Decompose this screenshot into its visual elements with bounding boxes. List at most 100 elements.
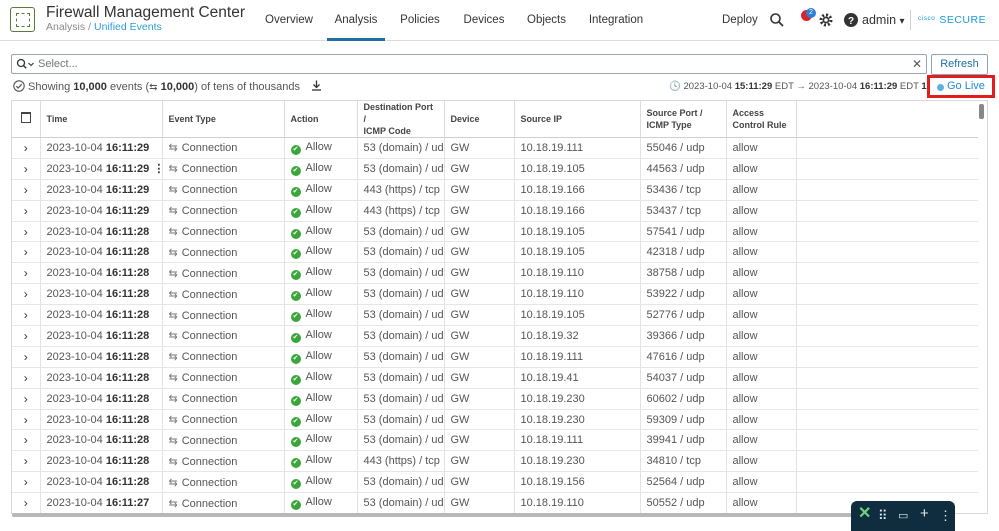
chevron-right-icon[interactable]: › [12, 137, 41, 159]
table-row[interactable]: › 2023-10-04 16:11:28 ⇆ Connection ✔ Allow 53… [12, 241, 978, 264]
download-icon[interactable] [311, 80, 322, 91]
table-row[interactable]: › 2023-10-04 16:11:29 ⇆ Connection ✔ Allow 44… [12, 200, 978, 222]
table-row[interactable]: › 2023-10-04 16:11:28 ⇆ Connection ✔ Allow 53… [12, 429, 978, 452]
cell-source-port: 52776 / udp [640, 304, 727, 327]
table-row[interactable]: › 2023-10-04 16:11:28 ⇆ Connection ✔ Allow 53… [12, 409, 978, 431]
chevron-right-icon[interactable]: › [12, 346, 41, 368]
time-range[interactable]: 🕓 2023-10-04 15:11:29 EDT → 2023-10-04 1… [669, 80, 933, 94]
cell-date: 2023-10-04 [46, 455, 103, 468]
cell-time: 2023-10-04 16:11:28 [40, 221, 163, 243]
event-filter-bar[interactable]: ✕ [11, 54, 927, 74]
cell-access-rule: allow [726, 283, 797, 306]
column-time[interactable]: Time [40, 101, 163, 138]
nav-policies[interactable]: Policies [400, 14, 440, 26]
cell-clock: 16:11:28 [105, 413, 150, 426]
events-word: events ( [109, 81, 150, 93]
close-icon[interactable]: ✕ [911, 57, 922, 71]
column-device[interactable]: Device [444, 101, 515, 138]
cell-destination-port: 443 (https) / tcp [357, 450, 445, 473]
search-icon[interactable] [16, 58, 34, 70]
column-access-rule[interactable]: Access Control Rule [726, 101, 797, 138]
go-live-button[interactable]: Go Live [927, 75, 995, 98]
chevron-right-icon[interactable]: › [12, 388, 41, 410]
table-row[interactable]: ›2023-10-04 16:11:29 ⋮⇆Connection✔Allow5… [12, 158, 978, 180]
allow-check-icon: ✔ [290, 270, 301, 281]
column-picker[interactable] [12, 101, 41, 138]
table-row[interactable]: › 2023-10-04 16:11:28 ⇆ Connection ✔ Allow 53… [12, 471, 978, 494]
cell-action: ✔ Allow [284, 409, 358, 431]
search-input[interactable] [38, 57, 898, 71]
chevron-right-icon[interactable]: › [12, 221, 41, 243]
chevron-right-icon[interactable]: › [12, 429, 41, 452]
cell-time: 2023-10-04 16:11:27 [40, 492, 163, 513]
cell-access-rule: allow [726, 388, 797, 410]
column-action[interactable]: Action [284, 101, 358, 138]
chevron-right-icon[interactable]: › [12, 325, 41, 347]
event-type-text: Connection [181, 351, 238, 364]
cell-destination-port: 53 (domain) / udp [357, 304, 445, 327]
connection-arrows-icon: ⇆ [168, 246, 178, 259]
kebab-menu-icon[interactable]: ⋮ [153, 163, 161, 175]
table-row[interactable]: › 2023-10-04 16:11:28 ⇆ Connection ✔ Allow 53… [12, 262, 978, 285]
nav-overview[interactable]: Overview [265, 14, 313, 26]
chevron-right-icon[interactable]: › [12, 304, 41, 327]
chevron-right-icon[interactable]: › [12, 200, 41, 222]
table-row[interactable]: › 2023-10-04 16:11:28 ⇆ Connection ✔ Allow 53… [12, 325, 978, 347]
horizontal-scrollbar[interactable] [12, 513, 932, 517]
breadcrumb-current[interactable]: Unified Events [94, 21, 162, 33]
cell-clock: 16:11:29 [105, 204, 150, 217]
table-row[interactable]: › 2023-10-04 16:11:29 ⇆ Connection ✔ Allow 53… [12, 137, 978, 159]
chevron-right-icon[interactable]: › [12, 283, 41, 306]
table-row[interactable]: › 2023-10-04 16:11:27 ⇆ Connection ✔ Allow 53… [12, 492, 978, 513]
apps-grid-icon[interactable]: ⠿ [878, 508, 888, 523]
cell-source-ip: 10.18.19.111 [514, 346, 641, 368]
table-row[interactable]: › 2023-10-04 16:11:28 ⇆ Connection ✔ Allow 53… [12, 388, 978, 410]
column-source-ip[interactable]: Source IP [514, 101, 641, 138]
chevron-right-icon[interactable]: › [12, 179, 41, 201]
nav-devices[interactable]: Devices [463, 14, 505, 26]
chevron-down-icon: ▾ [899, 16, 905, 27]
breadcrumb-parent[interactable]: Analysis [46, 21, 86, 33]
allow-check-icon: ✔ [290, 249, 301, 260]
chevron-right-icon[interactable]: › [12, 492, 41, 513]
window-icon[interactable]: ▭ [898, 510, 909, 522]
column-destination-port[interactable]: Destination Port / ICMP Code [357, 101, 445, 138]
nav-integration[interactable]: Integration [588, 14, 644, 26]
refresh-button[interactable]: Refresh [931, 54, 988, 75]
table-row[interactable]: › 2023-10-04 16:11:28 ⇆ Connection ✔ Allow 53… [12, 346, 978, 368]
table-row[interactable]: › 2023-10-04 16:11:28 ⇆ Connection ✔ Allow 53… [12, 367, 978, 389]
cell-event-type: ⇆ Connection [162, 200, 285, 222]
table-row[interactable]: › 2023-10-04 16:11:28 ⇆ Connection ✔ Allow 53… [12, 304, 978, 327]
table-row[interactable]: › 2023-10-04 16:11:28 ⇆ Connection ✔ Allow 53… [12, 221, 978, 243]
user-menu[interactable]: admin ▾ [862, 0, 905, 41]
chevron-right-icon[interactable]: › [12, 262, 41, 285]
column-picker-icon[interactable] [20, 112, 31, 123]
gear-icon[interactable] [818, 12, 834, 28]
cell-device: GW [444, 241, 515, 264]
deploy-button[interactable]: Deploy [722, 14, 758, 26]
cisco-x-icon[interactable]: ✕ [858, 505, 872, 522]
cell-access-rule: allow [726, 471, 797, 494]
column-source-port[interactable]: Source Port / ICMP Type [640, 101, 727, 138]
vertical-scrollbar[interactable] [979, 104, 984, 119]
column-event-type[interactable]: Event Type [162, 101, 285, 138]
kebab-menu-icon[interactable]: ⋮ [939, 508, 952, 523]
chevron-right-icon[interactable]: › [12, 450, 41, 473]
plus-icon[interactable]: + [920, 505, 929, 522]
table-row[interactable]: › 2023-10-04 16:11:28 ⇆ Connection ✔ Allow 53… [12, 283, 978, 306]
chevron-right-icon[interactable]: › [12, 158, 41, 180]
chevron-right-icon[interactable]: › [12, 471, 41, 494]
help-icon[interactable]: ? [843, 12, 859, 28]
connection-arrows-icon: ⇆ [168, 393, 178, 406]
nav-analysis[interactable]: Analysis [327, 0, 385, 41]
chevron-right-icon[interactable]: › [12, 241, 41, 264]
cell-access-rule: allow [726, 221, 797, 243]
nav-objects[interactable]: Objects [527, 14, 566, 26]
chevron-right-icon[interactable]: › [12, 367, 41, 389]
search-icon[interactable] [769, 12, 785, 28]
table-row[interactable]: › 2023-10-04 16:11:29 ⇆ Connection ✔ Allow 44… [12, 179, 978, 201]
table-row[interactable]: › 2023-10-04 16:11:28 ⇆ Connection ✔ Allow 44… [12, 450, 978, 473]
chevron-right-icon[interactable]: › [12, 409, 41, 431]
cell-clock: 16:11:28 [105, 350, 150, 363]
cell-time: 2023-10-04 16:11:28 [40, 241, 163, 264]
